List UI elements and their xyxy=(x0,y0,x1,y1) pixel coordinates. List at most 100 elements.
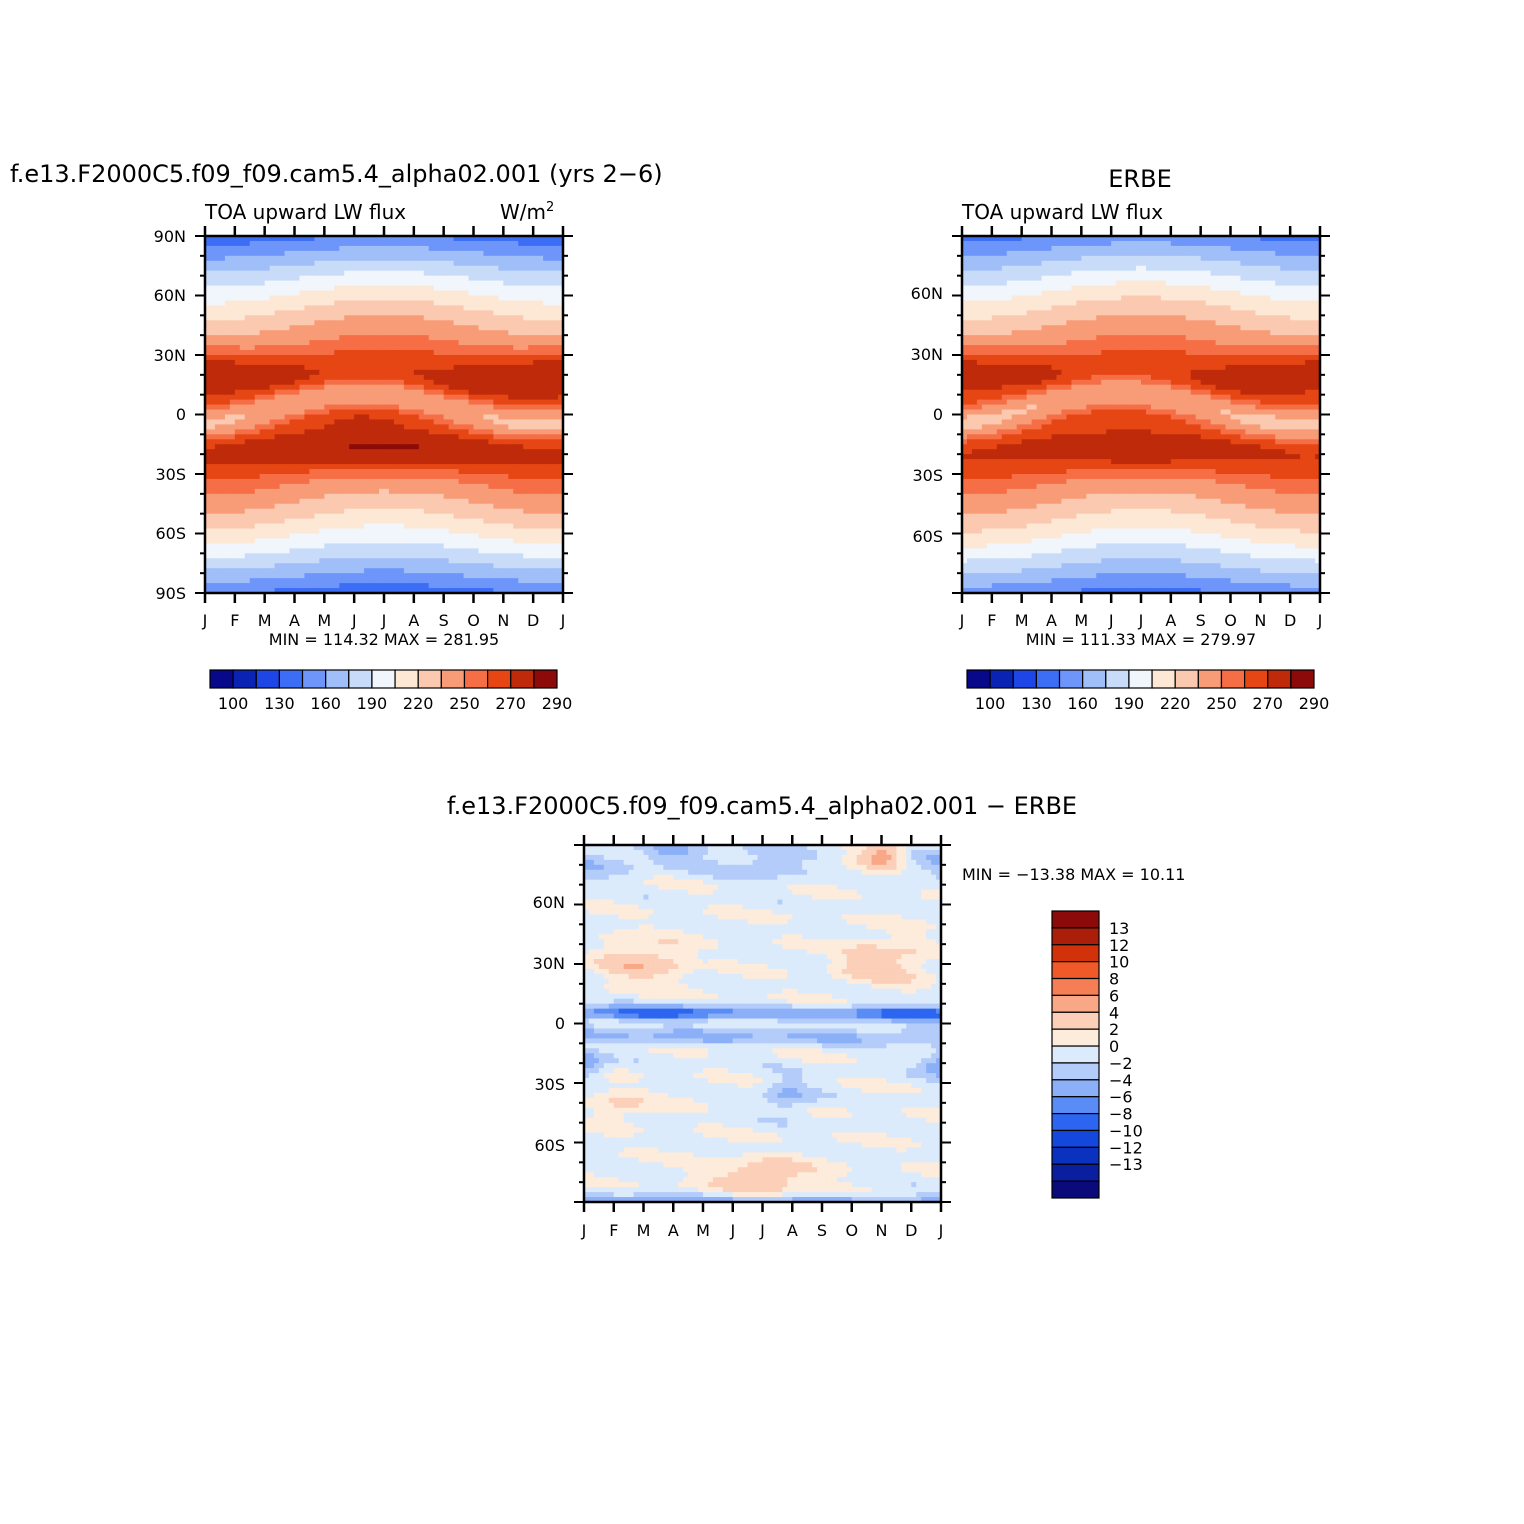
contour-cell xyxy=(398,414,405,421)
contour-cell xyxy=(239,340,246,346)
contour-cell xyxy=(234,513,241,520)
contour-cell xyxy=(398,255,405,262)
contour-cell xyxy=(339,245,345,252)
contour-cell xyxy=(543,394,549,401)
contour-cell xyxy=(369,240,375,247)
contour-cell xyxy=(344,454,350,460)
contour-cell xyxy=(498,340,504,346)
contour-cell xyxy=(413,275,420,282)
contour-cell xyxy=(423,454,430,460)
contour-cell xyxy=(364,280,370,287)
contour-cell xyxy=(538,315,544,321)
contour-cell xyxy=(458,350,465,356)
contour-cell xyxy=(453,315,460,321)
contour-cell xyxy=(219,236,226,242)
contour-cell xyxy=(403,424,410,430)
contour-cell xyxy=(518,528,524,535)
contour-cell xyxy=(284,345,291,351)
contour-cell xyxy=(219,553,226,559)
contour-cell xyxy=(324,305,330,311)
contour-cell xyxy=(214,285,221,292)
contour-cell xyxy=(224,409,231,416)
contour-cell xyxy=(498,543,504,549)
contour-cell xyxy=(339,335,345,341)
contour-cell xyxy=(344,533,350,540)
contour-cell xyxy=(438,305,445,311)
contour-cell xyxy=(478,265,485,272)
contour-cell xyxy=(478,369,485,376)
contour-cell xyxy=(239,320,246,326)
contour-cell xyxy=(334,573,340,579)
contour-cell xyxy=(239,553,246,559)
contour-cell xyxy=(533,563,539,569)
contour-cell xyxy=(423,340,430,346)
contour-cell xyxy=(498,260,504,267)
contour-cell xyxy=(418,424,425,430)
contour-cell xyxy=(413,409,420,416)
contour-cell xyxy=(533,369,539,376)
contour-cell xyxy=(329,513,335,520)
contour-cell xyxy=(329,236,335,242)
contour-cell xyxy=(558,290,563,297)
contour-cell xyxy=(543,409,549,416)
contour-cell xyxy=(379,439,385,445)
contour-cell xyxy=(329,444,335,450)
contour-cell xyxy=(374,543,380,549)
contour-cell xyxy=(279,498,286,505)
contour-cell xyxy=(244,424,251,430)
contour-cell xyxy=(468,429,475,435)
contour-cell xyxy=(219,568,226,574)
contour-cell xyxy=(423,563,430,569)
contour-cell xyxy=(418,345,425,351)
contour-cell xyxy=(344,558,350,564)
contour-cell xyxy=(299,538,306,545)
contour-cell xyxy=(468,548,475,554)
contour-cell xyxy=(264,250,271,257)
contour-cell xyxy=(488,474,494,480)
contour-cell xyxy=(205,364,211,371)
contour-cell xyxy=(423,498,430,505)
contour-cell xyxy=(438,300,445,307)
contour-cell xyxy=(374,364,380,371)
contour-cell xyxy=(558,444,563,450)
contour-cell xyxy=(244,474,251,480)
contour-cell xyxy=(398,305,405,311)
contour-cell xyxy=(438,568,445,574)
contour-cell xyxy=(448,325,455,331)
contour-cell xyxy=(458,523,465,530)
contour-cell xyxy=(224,305,231,311)
contour-cell xyxy=(493,553,499,559)
contour-cell xyxy=(403,260,410,267)
contour-cell xyxy=(214,434,221,440)
contour-cell xyxy=(384,290,390,297)
contour-cell xyxy=(388,558,395,564)
contour-cell xyxy=(264,478,271,485)
contour-cell xyxy=(388,245,395,252)
contour-cell xyxy=(433,543,440,549)
contour-cell xyxy=(299,409,306,416)
contour-cell xyxy=(458,245,465,252)
contour-cell xyxy=(324,454,330,460)
contour-cell xyxy=(408,538,415,545)
contour-cell xyxy=(523,285,529,292)
contour-cell xyxy=(224,478,231,485)
contour-cell xyxy=(339,389,345,396)
contour-cell xyxy=(234,364,241,371)
contour-cell xyxy=(443,379,450,386)
contour-cell xyxy=(309,454,315,460)
contour-cell xyxy=(269,260,276,267)
contour-cell xyxy=(423,295,430,302)
contour-cell xyxy=(379,568,385,574)
contour-cell xyxy=(314,350,320,356)
contour-cell xyxy=(214,394,221,401)
contour-cell xyxy=(508,369,514,376)
contour-cell xyxy=(309,265,315,272)
contour-cell xyxy=(528,355,534,361)
contour-cell xyxy=(528,493,534,500)
contour-cell xyxy=(309,325,315,331)
contour-cell xyxy=(349,493,355,500)
contour-cell xyxy=(428,483,435,490)
contour-cell xyxy=(369,320,375,326)
contour-cell xyxy=(274,478,281,485)
contour-cell xyxy=(388,345,395,351)
